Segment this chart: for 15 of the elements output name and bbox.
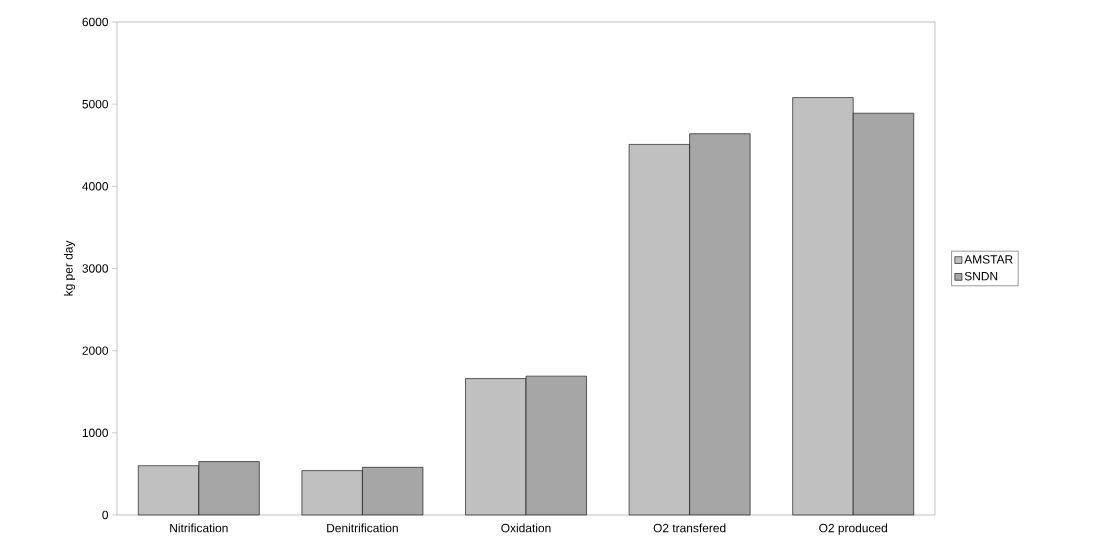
y-tick-label: 1000 [82, 428, 109, 438]
y-tick-label: 5000 [82, 99, 109, 109]
y-tick-label: 6000 [82, 17, 109, 27]
x-tick-label: Nitrification [170, 523, 228, 533]
y-tick-label: 0 [102, 510, 109, 520]
x-tick-label: Denitrification [327, 523, 398, 533]
x-tick-label: O2 transfered [653, 523, 726, 533]
x-tick-label: O2 produced [819, 523, 887, 535]
legend-label: SNDN [964, 271, 998, 281]
y-tick-label: 3000 [82, 264, 109, 273]
x-tick-label: Oxidation [501, 523, 551, 533]
y-axis-title: kg per day [63, 240, 76, 296]
y-tick-label: 2000 [82, 346, 109, 355]
y-tick-label: 4000 [82, 182, 109, 191]
legend-label: AMSTAR [964, 255, 1013, 264]
